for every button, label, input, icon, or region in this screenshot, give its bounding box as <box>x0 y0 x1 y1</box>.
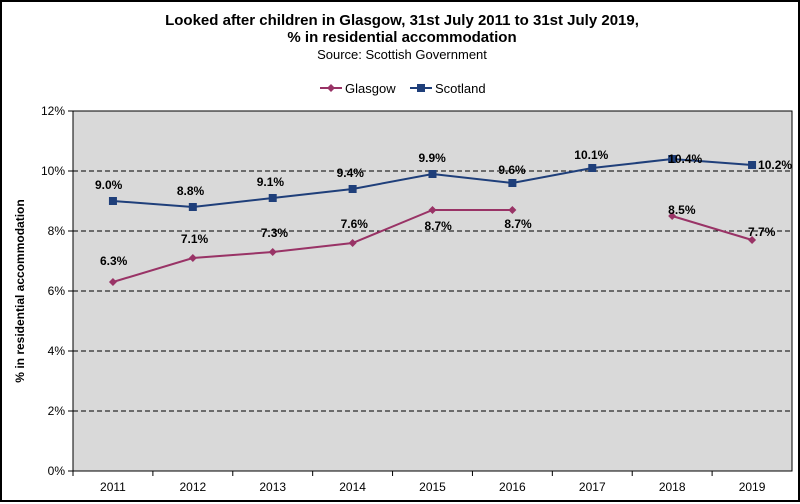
square-marker <box>268 194 277 202</box>
y-tick-label: 0% <box>48 464 66 478</box>
data-label: 6.3% <box>100 254 128 268</box>
data-label: 10.2% <box>758 158 792 172</box>
x-tick-label: 2018 <box>659 480 686 494</box>
data-label: 9.1% <box>257 175 285 189</box>
data-label: 9.9% <box>419 151 447 165</box>
diamond-marker <box>188 254 197 262</box>
data-label: 10.4% <box>668 152 702 166</box>
data-label: 7.6% <box>341 217 369 231</box>
diamond-marker <box>268 248 277 256</box>
x-tick-label: 2015 <box>419 480 446 494</box>
diamond-marker <box>428 206 437 214</box>
y-tick-label: 2% <box>48 404 66 418</box>
legend-label: Glasgow <box>345 81 396 96</box>
y-axis-label: % in residential accommodation <box>13 199 27 382</box>
diamond-marker <box>748 236 757 244</box>
data-label: 10.1% <box>574 148 608 162</box>
diamond-marker <box>108 278 117 286</box>
y-tick-label: 8% <box>48 224 66 238</box>
square-marker <box>348 185 357 193</box>
square-marker <box>417 84 425 92</box>
diamond-marker <box>327 84 335 92</box>
x-tick-label: 2012 <box>179 480 206 494</box>
diamond-marker <box>508 206 517 214</box>
data-label: 9.4% <box>337 166 365 180</box>
square-marker <box>588 164 597 172</box>
y-tick-label: 4% <box>48 344 66 358</box>
y-tick-label: 10% <box>41 164 65 178</box>
diamond-marker <box>348 239 357 247</box>
data-label: 7.1% <box>181 232 209 246</box>
data-label: 8.7% <box>504 217 532 231</box>
square-marker <box>188 203 197 211</box>
data-label: 9.6% <box>498 163 526 177</box>
diamond-marker <box>668 212 677 220</box>
square-marker <box>108 197 117 205</box>
y-tick-label: 12% <box>41 104 65 118</box>
x-tick-label: 2013 <box>259 480 286 494</box>
x-tick-label: 2017 <box>579 480 606 494</box>
series-line-glasgow <box>112 209 753 283</box>
x-tick-label: 2019 <box>739 480 766 494</box>
chart-title: Looked after children in Glasgow, 31st J… <box>165 12 639 46</box>
square-marker <box>748 161 757 169</box>
y-tick-label: 6% <box>48 284 66 298</box>
square-marker <box>668 155 677 163</box>
data-label: 8.5% <box>668 203 696 217</box>
x-tick-label: 2016 <box>499 480 526 494</box>
data-label: 8.8% <box>177 184 205 198</box>
chart-subtitle: Source: Scottish Government <box>317 47 487 62</box>
legend-label: Scotland <box>435 81 486 96</box>
square-marker <box>508 179 517 187</box>
x-tick-label: 2011 <box>100 480 126 494</box>
data-label: 7.7% <box>748 225 776 239</box>
x-tick-label: 2014 <box>339 480 366 494</box>
data-label: 7.3% <box>261 226 289 240</box>
square-marker <box>428 170 437 178</box>
data-label: 9.0% <box>95 178 123 192</box>
data-label: 8.7% <box>425 219 453 233</box>
